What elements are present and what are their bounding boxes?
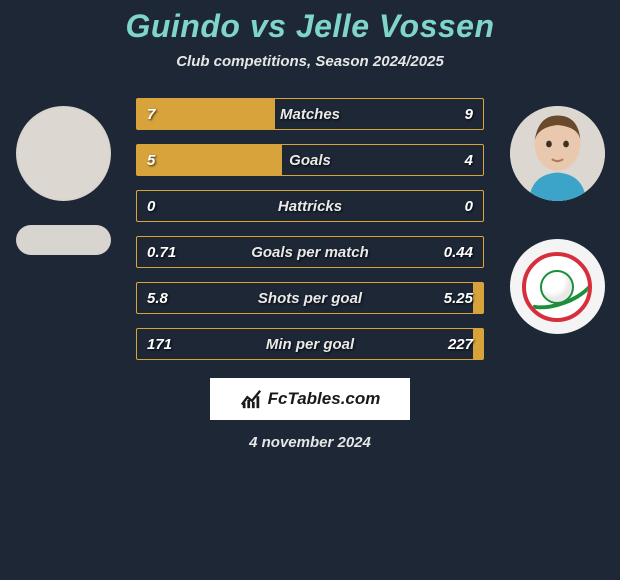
chart-icon	[240, 388, 262, 410]
content-row: 7 Matches 9 5 Goals 4 0 Hattricks 0 0.71 Goals per…	[0, 98, 620, 360]
branding-text: FcTables.com	[268, 389, 381, 409]
stat-label: Goals per match	[251, 244, 369, 261]
avatar-placeholder-icon	[16, 106, 111, 201]
stat-row: 5.8 Shots per goal 5.25	[136, 282, 484, 314]
stat-value-right: 4	[465, 152, 473, 169]
infographic-container: Guindo vs Jelle Vossen Club competitions…	[0, 0, 620, 580]
stat-value-left: 171	[147, 336, 172, 353]
stat-value-right: 5.25	[444, 290, 473, 307]
stat-row: 171 Min per goal 227	[136, 328, 484, 360]
branding-badge: FcTables.com	[210, 378, 410, 420]
stat-bar-right	[473, 283, 483, 313]
stat-row: 7 Matches 9	[136, 98, 484, 130]
stat-label: Goals	[289, 152, 331, 169]
player-left-club-avatar	[16, 225, 111, 255]
stat-value-left: 0	[147, 198, 155, 215]
stat-row: 0.71 Goals per match 0.44	[136, 236, 484, 268]
club-right-logo	[510, 239, 605, 334]
stats-table: 7 Matches 9 5 Goals 4 0 Hattricks 0 0.71 Goals per…	[136, 98, 484, 360]
club-logo-inner	[522, 252, 592, 322]
stat-label: Min per goal	[266, 336, 354, 353]
stat-row: 5 Goals 4	[136, 144, 484, 176]
stat-bar-left	[137, 145, 282, 175]
stat-bar-left	[137, 99, 275, 129]
stat-value-left: 5.8	[147, 290, 168, 307]
stat-value-left: 5	[147, 152, 155, 169]
season-subtitle: Club competitions, Season 2024/2025	[176, 53, 444, 70]
stat-value-right: 9	[465, 106, 473, 123]
stat-value-left: 7	[147, 106, 155, 123]
stat-label: Shots per goal	[258, 290, 362, 307]
stat-label: Hattricks	[278, 198, 342, 215]
stat-value-left: 0.71	[147, 244, 176, 261]
player-right-avatar	[510, 106, 605, 201]
stat-value-right: 0	[465, 198, 473, 215]
stat-value-right: 227	[448, 336, 473, 353]
stat-bar-right	[473, 329, 483, 359]
comparison-title: Guindo vs Jelle Vossen	[125, 8, 494, 45]
player-face-icon	[510, 106, 605, 201]
player-left-avatar	[16, 106, 111, 201]
player-left-column	[8, 98, 118, 255]
stat-label: Matches	[280, 106, 340, 123]
player-right-column	[502, 98, 612, 334]
stat-row: 0 Hattricks 0	[136, 190, 484, 222]
stat-value-right: 0.44	[444, 244, 473, 261]
date-label: 4 november 2024	[249, 434, 371, 451]
